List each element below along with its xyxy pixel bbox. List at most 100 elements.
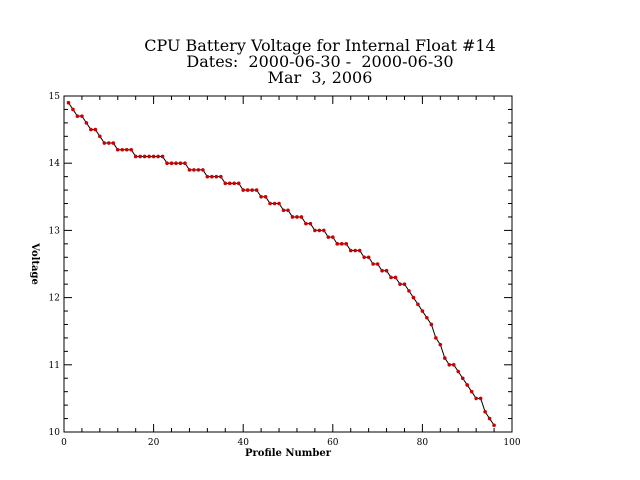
x-tick-label: 40: [237, 438, 249, 448]
data-point: [241, 188, 245, 192]
data-point: [487, 416, 492, 421]
y-tick-label: 10: [49, 428, 61, 438]
data-point: [465, 383, 470, 387]
y-tick-label: 12: [49, 294, 60, 304]
data-point: [456, 369, 461, 374]
data-point: [308, 221, 313, 226]
data-point: [357, 248, 362, 253]
chart-title: CPU Battery Voltage for Internal Float #…: [144, 36, 496, 55]
data-point: [474, 396, 478, 401]
data-point: [169, 161, 174, 165]
data-point: [304, 221, 308, 226]
data-point: [192, 168, 196, 172]
chart-date: Mar 3, 2006: [267, 68, 373, 87]
data-point: [111, 141, 116, 145]
data-point: [66, 100, 71, 105]
x-tick-label: 60: [327, 438, 339, 448]
data-point: [80, 114, 84, 118]
data-point: [492, 423, 496, 428]
data-point: [219, 174, 223, 179]
data-point: [84, 121, 89, 125]
data-point: [348, 248, 353, 253]
data-point: [178, 161, 183, 165]
data-point: [438, 342, 443, 347]
data-point: [210, 174, 214, 179]
data-point: [129, 147, 133, 152]
data-point: [201, 168, 205, 172]
data-point: [120, 147, 125, 152]
data-point: [447, 363, 452, 367]
y-tick-label: 11: [49, 361, 60, 371]
data-point: [443, 356, 447, 360]
data-point: [151, 154, 156, 159]
data-point: [398, 282, 402, 286]
data-point: [102, 141, 107, 145]
data-point: [133, 154, 138, 159]
data-point: [89, 127, 93, 132]
data-point: [183, 161, 187, 165]
data-point: [187, 168, 192, 172]
data-point: [156, 154, 160, 159]
data-point: [326, 235, 331, 239]
y-tick-label: 13: [49, 226, 61, 236]
data-point: [263, 195, 268, 199]
data-point: [299, 215, 304, 219]
data-point: [286, 208, 290, 213]
x-tick-label: 20: [148, 438, 160, 448]
data-point: [317, 228, 322, 233]
data-point: [380, 268, 384, 273]
data-point: [245, 188, 250, 192]
data-point: [384, 268, 389, 273]
data-point: [295, 215, 299, 219]
data-point: [138, 154, 142, 159]
data-point: [460, 376, 465, 381]
data-point: [272, 201, 277, 206]
data-point: [71, 107, 75, 112]
data-point: [268, 201, 272, 206]
data-point: [232, 181, 237, 186]
data-point: [250, 188, 254, 192]
data-point: [393, 275, 398, 280]
axis-ticks: [63, 95, 513, 433]
data-point: [371, 262, 375, 266]
data-point: [389, 275, 393, 280]
x-tick-label: 100: [503, 438, 520, 448]
data-point: [277, 201, 281, 206]
data-point: [402, 282, 407, 286]
data-point: [107, 141, 111, 145]
data-point: [420, 309, 425, 313]
data-point: [142, 154, 147, 159]
data-point: [165, 161, 169, 165]
data-point: [214, 174, 219, 179]
data-point: [322, 228, 326, 233]
data-point: [469, 389, 474, 394]
data-point: [93, 127, 98, 132]
x-tick-label: 0: [61, 438, 67, 448]
axis-tick-labels: 0 20 40 60 80 100 10 11 12 13 14 15: [49, 92, 521, 448]
y-tick-label: 15: [49, 92, 61, 102]
data-point: [98, 134, 102, 139]
data-point: [451, 363, 456, 367]
data-point: [205, 174, 210, 179]
data-point: [259, 195, 263, 199]
x-axis-label: Profile Number: [245, 448, 332, 459]
data-point: [407, 289, 411, 293]
data-point: [313, 228, 317, 233]
data-point: [331, 235, 335, 239]
x-tick-label: 80: [417, 438, 429, 448]
chart-subtitle: Dates: 2000-06-30 - 2000-06-30: [186, 52, 454, 71]
data-point: [160, 154, 165, 159]
data-point: [236, 181, 241, 186]
data-point: [411, 295, 416, 300]
data-point: [115, 147, 120, 152]
data-point: [290, 215, 295, 219]
data-point: [223, 181, 228, 186]
data-point: [335, 242, 340, 246]
data-point: [75, 114, 80, 118]
y-tick-label: 14: [49, 159, 61, 169]
data-point: [196, 168, 201, 172]
data-point: [416, 302, 420, 307]
series-group: [66, 100, 496, 428]
data-point: [124, 147, 129, 152]
data-point: [434, 336, 438, 340]
